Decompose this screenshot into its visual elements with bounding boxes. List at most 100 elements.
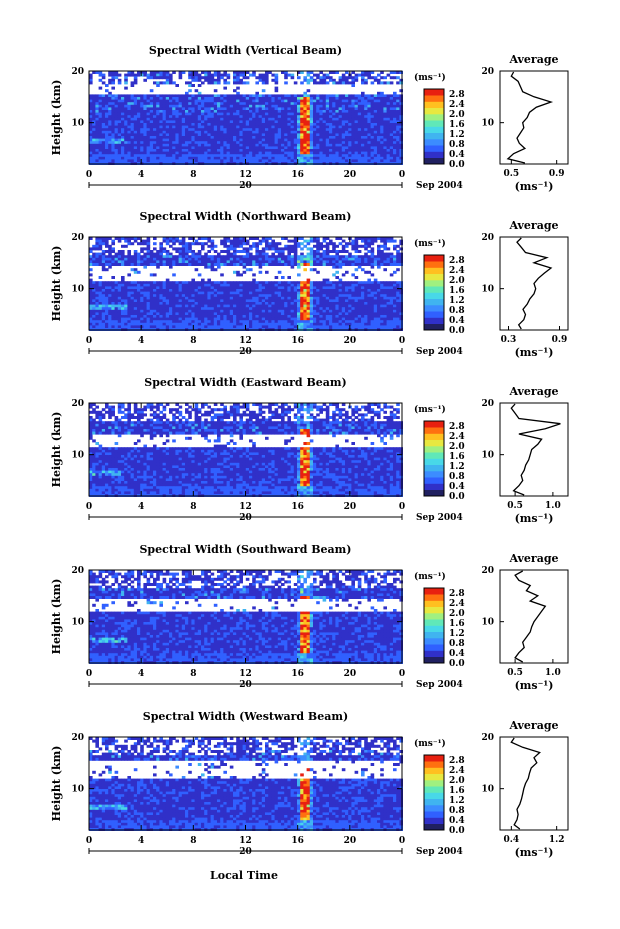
heatmap-cell (399, 123, 403, 126)
heatmap-cell (217, 320, 221, 324)
heatmap-cell (172, 315, 176, 318)
heatmap-cell (303, 299, 307, 303)
heatmap-cell (316, 94, 320, 98)
heatmap-cell (207, 244, 211, 248)
heatmap-cell (149, 133, 154, 137)
heatmap-cell (111, 94, 115, 98)
heatmap-cell (175, 302, 179, 305)
heatmap-cell (281, 146, 285, 150)
heatmap-cell (210, 302, 215, 305)
heatmap-cell (341, 125, 346, 129)
heatmap-cell (140, 322, 144, 326)
heatmap-cell (297, 102, 301, 106)
heatmap-cell (165, 302, 170, 305)
heatmap-cell (213, 304, 218, 308)
heatmap-cell (220, 130, 224, 134)
heatmap-cell (89, 315, 93, 318)
heatmap-cell (156, 299, 160, 303)
heatmap-cell (130, 260, 135, 264)
heatmap-cell (236, 263, 240, 266)
heatmap-cell (98, 315, 103, 318)
heatmap-cell (357, 107, 362, 111)
heatmap-cell (303, 115, 307, 119)
heatmap-cell (95, 299, 99, 303)
heatmap-cell (92, 286, 96, 290)
heatmap-cell (271, 117, 275, 121)
heatmap-cell (249, 255, 253, 259)
heatmap-cell (249, 154, 253, 158)
heatmap-cell (245, 283, 250, 287)
heatmap-cell (255, 263, 259, 266)
heatmap-cell (197, 252, 202, 256)
heatmap-cell (105, 307, 109, 311)
heatmap-cell (265, 325, 269, 329)
heatmap-cell (175, 322, 179, 326)
heatmap-cell (197, 273, 202, 277)
heatmap-cell (242, 123, 247, 126)
heatmap-cell (111, 123, 115, 126)
heatmap-cell (239, 312, 243, 316)
heatmap-cell (92, 263, 96, 266)
heatmap-cell (322, 81, 327, 85)
heatmap-cell (194, 123, 199, 126)
heatmap-cell (175, 120, 179, 124)
heatmap-cell (297, 260, 301, 264)
heatmap-cell (98, 86, 103, 90)
heatmap-cell (162, 307, 167, 311)
heatmap-cell (258, 154, 263, 158)
heatmap-cell (236, 283, 240, 287)
heatmap-cell (165, 296, 170, 300)
heatmap-cell (281, 143, 285, 147)
heatmap-cell (217, 94, 221, 98)
heatmap-cell (261, 102, 266, 106)
heatmap-cell (297, 325, 301, 329)
heatmap-cell (191, 260, 195, 264)
heatmap-cell (255, 123, 259, 126)
heatmap-cell (265, 125, 269, 129)
heatmap-cell (140, 120, 144, 124)
heatmap-cell (213, 322, 218, 326)
heatmap-cell (146, 252, 151, 256)
heatmap-cell (367, 130, 371, 134)
heatmap-cell (188, 104, 192, 108)
heatmap-cell (258, 128, 263, 132)
heatmap-cell (207, 237, 211, 240)
heatmap-cell (217, 78, 221, 82)
heatmap-cell (204, 123, 208, 126)
heatmap-cell (274, 283, 279, 287)
heatmap-cell (245, 102, 250, 106)
heatmap-cell (277, 304, 282, 308)
heatmap-cell (149, 255, 154, 259)
heatmap-cell (105, 136, 109, 139)
heatmap-cell (255, 146, 259, 150)
heatmap-cell (114, 154, 119, 158)
heatmap-cell (252, 151, 256, 155)
heatmap-cell (383, 146, 387, 150)
heatmap-cell (348, 107, 352, 111)
heatmap-cell (309, 115, 314, 119)
heatmap-cell (210, 263, 215, 266)
heatmap-cell (293, 81, 298, 85)
heatmap-cell (143, 102, 147, 106)
heatmap-cell (284, 115, 288, 119)
heatmap-cell (117, 156, 122, 160)
heatmap-cell (169, 263, 173, 266)
heatmap-cell (345, 99, 349, 103)
heatmap-cell (367, 71, 371, 74)
heatmap-cell (197, 120, 202, 124)
heatmap-cell (197, 110, 202, 113)
heatmap-cell (345, 78, 349, 82)
heatmap-cell (175, 296, 179, 300)
heatmap-cell (210, 76, 215, 80)
heatmap-cell (255, 317, 259, 321)
heatmap-cell (236, 294, 240, 298)
heatmap-cell (306, 133, 311, 137)
heatmap-cell (325, 102, 330, 106)
heatmap-cell (197, 296, 202, 300)
heatmap-cell (383, 133, 387, 137)
heatmap-cell (130, 302, 135, 305)
heatmap-cell (114, 302, 119, 305)
heatmap-cell (201, 130, 205, 134)
heatmap-cell (178, 260, 183, 264)
heatmap-cell (140, 315, 144, 318)
